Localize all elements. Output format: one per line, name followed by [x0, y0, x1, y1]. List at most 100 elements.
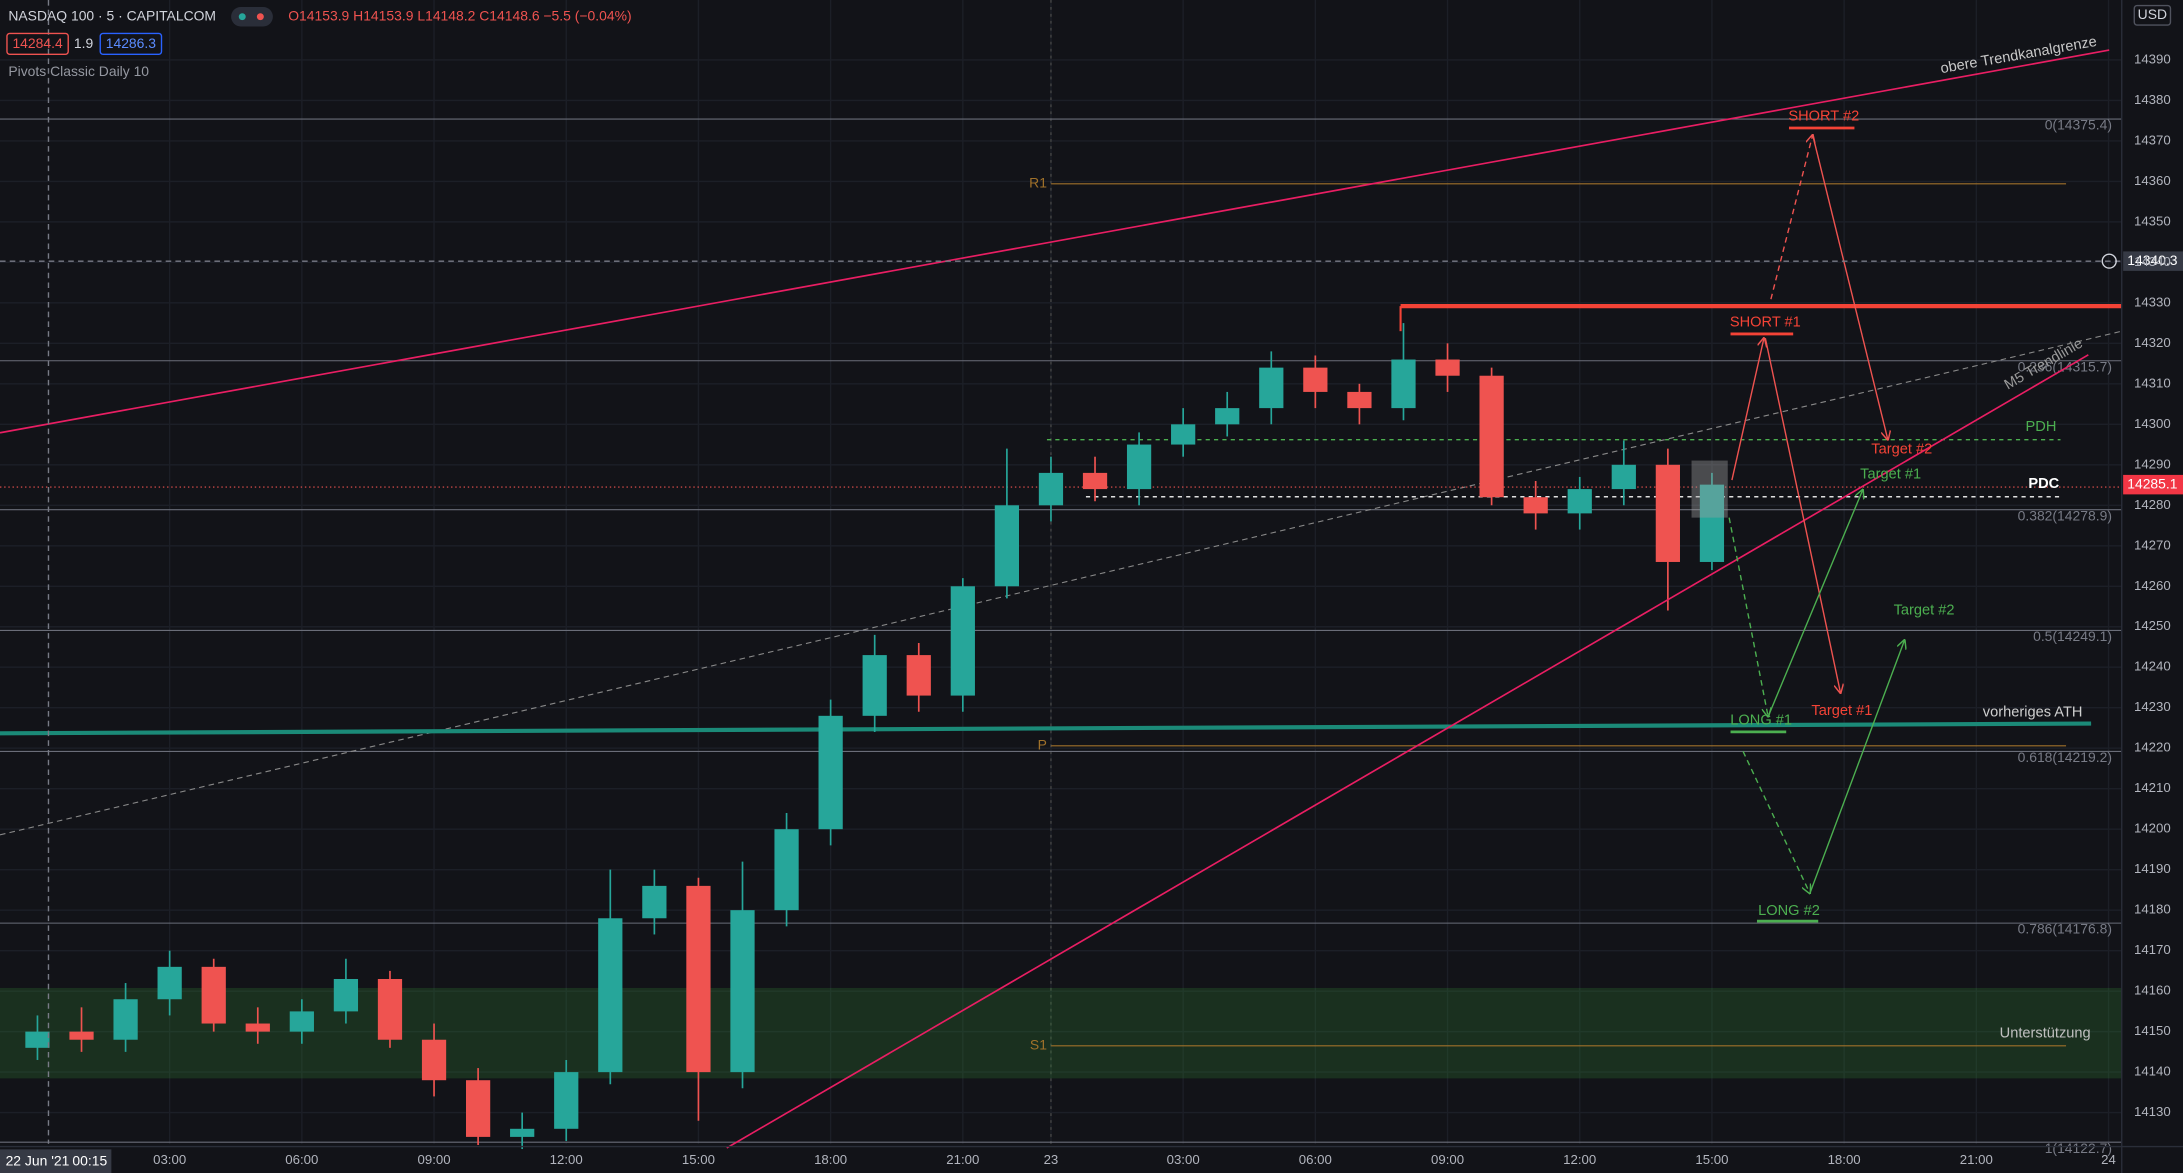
- y-tick-label: 14270: [2134, 537, 2171, 552]
- pivot-label: R1: [1029, 174, 1047, 190]
- arrow: [1728, 517, 1768, 717]
- candle-body: [642, 885, 667, 919]
- candle-body: [1215, 408, 1240, 425]
- candle-body: [862, 655, 887, 716]
- candle-body: [1171, 424, 1196, 445]
- x-tick-label: 12:00: [1563, 1152, 1596, 1167]
- x-tick-label: 12:00: [550, 1152, 583, 1167]
- y-tick-label: 14230: [2134, 699, 2171, 714]
- candle-body: [1038, 472, 1064, 506]
- crosshair-time: 00:15: [72, 1153, 107, 1169]
- candle-body: [333, 978, 359, 1012]
- y-tick-label: 14350: [2134, 213, 2171, 228]
- status-pill: [231, 6, 273, 27]
- ohlc-values: O14153.9 H14153.9 L14148.2 C14148.6 −5.5…: [288, 7, 631, 23]
- y-tick-label: 14250: [2134, 618, 2171, 633]
- bid-box: [6, 32, 69, 55]
- arrow: [1809, 640, 1905, 894]
- candle-body: [157, 966, 182, 1000]
- y-tick-label: 14170: [2134, 942, 2171, 957]
- annotation: Target #1: [1860, 466, 1921, 482]
- levels: 0(14375.4) 0.236(14315.7) 0.382(14278.9) 0.…: [0, 117, 2122, 1156]
- candle-body: [950, 586, 975, 696]
- x-tick-label: 03:00: [153, 1152, 186, 1167]
- candle-body: [686, 885, 711, 1073]
- x-tick-label: 06:00: [1299, 1152, 1332, 1167]
- candle-body: [245, 1023, 270, 1032]
- x-tick-label: 24: [2101, 1152, 2116, 1167]
- candle-body: [1479, 375, 1504, 498]
- crosshair-x-box: [0, 1149, 112, 1173]
- bid: 14284.4: [12, 35, 63, 51]
- y-tick-label: 14290: [2134, 456, 2171, 471]
- candle-body: [1391, 359, 1416, 409]
- y-tick-label: 14330: [2134, 294, 2171, 309]
- y-tick-label: 14260: [2134, 578, 2171, 593]
- y-tick-label: 14240: [2134, 659, 2171, 674]
- annotation: Unterstützung: [2000, 1026, 2091, 1042]
- header: NASDAQ 100 · 5 · CAPITALCOM O14153.9 H14…: [6, 4, 2172, 79]
- annotation: Target #2: [1894, 603, 1955, 619]
- y-tick-label: 14280: [2134, 497, 2171, 512]
- y-tick-label: 14370: [2134, 132, 2171, 147]
- pivot-label: P: [1038, 736, 1047, 752]
- arrow: [1731, 338, 1764, 481]
- candle-body: [289, 1011, 314, 1032]
- m5-trendline: [726, 354, 2089, 1149]
- candle-body: [201, 966, 226, 1024]
- ask-box: [99, 32, 163, 55]
- candle-body: [598, 918, 623, 1073]
- annotation: Target #2: [1871, 441, 1932, 457]
- indicator-label: Pivots Classic Daily 10: [8, 63, 149, 79]
- y-tick-label: 14380: [2134, 92, 2171, 107]
- candle-body: [1082, 472, 1108, 490]
- x-tick-label: 18:00: [1828, 1152, 1861, 1167]
- y-tick-label: 14300: [2134, 416, 2171, 431]
- y-tick-label: 14360: [2134, 173, 2171, 188]
- y-tick-label: 14150: [2134, 1023, 2171, 1038]
- status-dot: [256, 13, 264, 21]
- axes: 14130 14140 14150 14160 14170 14180 14190 14200…: [153, 51, 2183, 1167]
- crosshair-y-box: [2123, 251, 2183, 271]
- upper-channel-line: [0, 49, 2110, 434]
- fib-label: 0.786(14176.8): [2018, 921, 2112, 937]
- y-tick-label: 14310: [2134, 375, 2171, 390]
- y-tick-label: 14160: [2134, 983, 2171, 998]
- candle-body: [730, 910, 755, 1073]
- candle-body: [1567, 489, 1592, 514]
- candle-body: [113, 999, 138, 1040]
- x-tick-label: 15:00: [1695, 1152, 1728, 1167]
- crosshair-date: 22 Jun '21: [6, 1153, 70, 1169]
- support-zone: [0, 987, 2122, 1079]
- candle-body: [994, 505, 1020, 587]
- candle-body: [1303, 367, 1328, 392]
- fib-label: 0(14375.4): [2045, 117, 2112, 133]
- crosshair-plus: [2101, 253, 2117, 269]
- pivot-label: S1: [1030, 1036, 1047, 1052]
- candle-body: [1655, 464, 1680, 562]
- last-price-label: 14285.1: [2127, 475, 2178, 491]
- last-price-box: [2123, 474, 2183, 495]
- arrow: [1764, 337, 1840, 693]
- y-tick-label: 14210: [2134, 780, 2171, 795]
- y-tick-label: 14340: [2134, 254, 2171, 269]
- candle-body: [906, 655, 931, 696]
- x-tick-label: 09:00: [1431, 1152, 1464, 1167]
- x-tick-label: 06:00: [285, 1152, 318, 1167]
- arrow: [1811, 134, 1888, 440]
- x-tick-label: 09:00: [417, 1152, 450, 1167]
- y-tick-label: 14190: [2134, 861, 2171, 876]
- y-tick-label: 14200: [2134, 821, 2171, 836]
- fib-label: 1(14122.7): [2045, 1140, 2112, 1156]
- y-tick-label: 14140: [2134, 1064, 2171, 1079]
- annotation: PDC: [2028, 476, 2059, 492]
- candle-body: [1435, 359, 1460, 376]
- ath-line: [0, 721, 2092, 736]
- symbol-title: NASDAQ 100 · 5 · CAPITALCOM: [8, 7, 216, 23]
- candle-body: [1611, 464, 1636, 490]
- candle-body: [1259, 367, 1284, 409]
- candle-body: [1347, 391, 1372, 409]
- candle-body: [465, 1080, 491, 1137]
